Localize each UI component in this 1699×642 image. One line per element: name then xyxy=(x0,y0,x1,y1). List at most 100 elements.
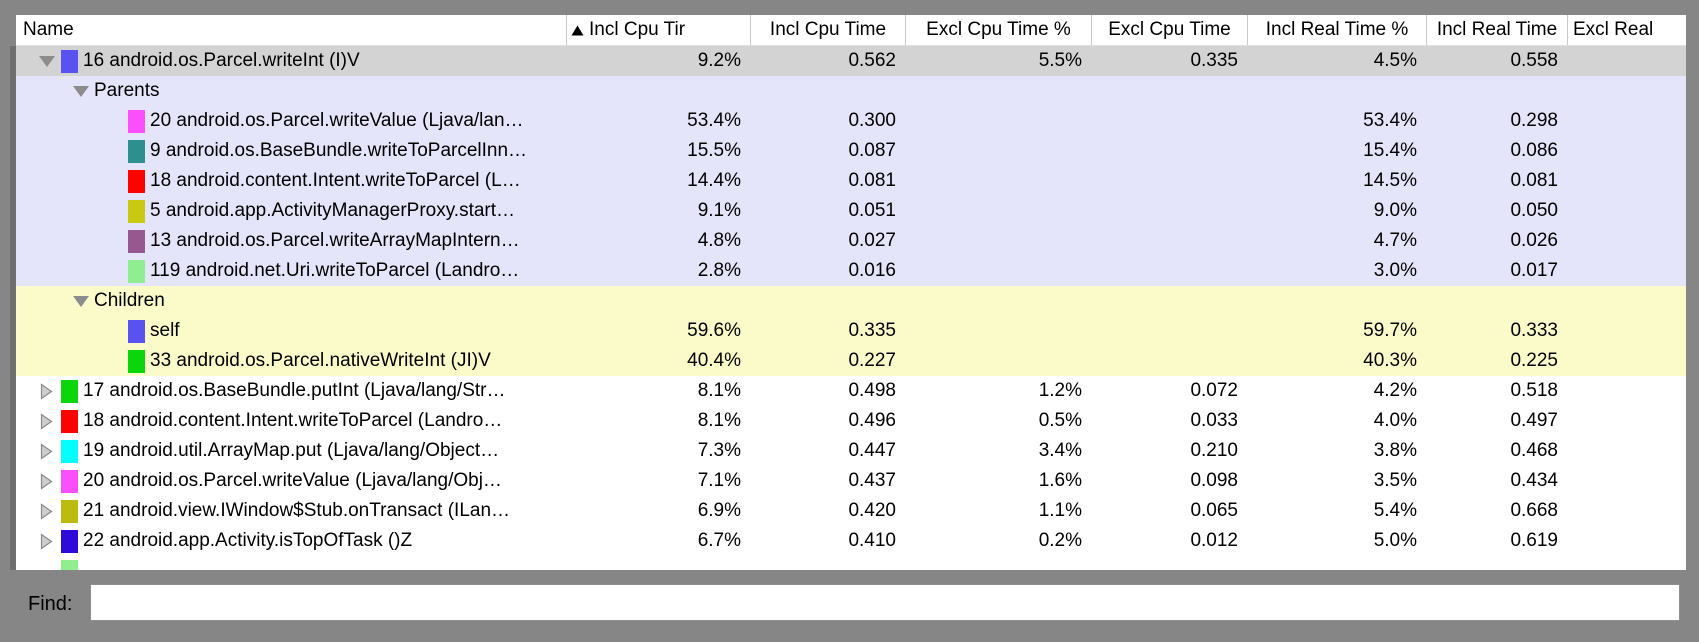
table-row[interactable]: Children xyxy=(16,286,1686,316)
row-name-label: 17 android.os.BaseBundle.putInt (Ljava/l… xyxy=(83,380,506,401)
cell-incl-cpu-time: 0.081 xyxy=(848,170,896,191)
triangle-down-shape xyxy=(72,295,89,307)
row-name-label: 18 android.content.Intent.writeToParcel … xyxy=(83,410,503,431)
table-row[interactable]: 9 android.os.BaseBundle.writeToParcelInn… xyxy=(16,136,1686,166)
row-name-label: 13 android.os.Parcel.writeArrayMapIntern… xyxy=(150,230,520,251)
table-row[interactable]: 20 android.os.Parcel.writeValue (Ljava/l… xyxy=(16,466,1686,496)
expand-triangle-icon[interactable] xyxy=(72,83,89,100)
cell-incl-cpu-time-pct: 6.9% xyxy=(697,500,741,521)
cell-incl-cpu-time-pct: 4.8% xyxy=(697,230,741,251)
cell-incl-real-time: 0.050 xyxy=(1510,200,1558,221)
table-row[interactable]: self 59.6% 0.335 59.7% 0.333 xyxy=(16,316,1686,346)
table-row[interactable]: 18 android.content.Intent.writeToParcel … xyxy=(16,166,1686,196)
color-swatch xyxy=(61,409,78,433)
row-name-label: 20 android.os.Parcel.writeValue (Ljava/l… xyxy=(83,470,502,491)
expand-triangle-icon[interactable] xyxy=(72,293,89,310)
color-swatch xyxy=(128,199,145,223)
table-row[interactable]: 18 android.content.Intent.writeToParcel … xyxy=(16,406,1686,436)
row-name-label: 22 android.app.Activity.isTopOfTask ()Z xyxy=(83,530,413,551)
column-header-incl-cpu-time-pct[interactable]: Incl Cpu Tir xyxy=(567,15,751,45)
row-name-cell: 19 android.util.ArrayMap.put (Ljava/lang… xyxy=(16,436,567,466)
table-row[interactable]: 16 android.os.Parcel.writeInt (I)V 9.2% 0.… xyxy=(16,46,1686,76)
table-row[interactable]: 119 android.net.Uri.writeToParcel (Landr… xyxy=(16,256,1686,286)
cell-incl-real-time: 0.619 xyxy=(1510,530,1558,551)
table-row[interactable]: 33 android.os.Parcel.nativeWriteInt (JI)… xyxy=(16,346,1686,376)
triangle-down-shape xyxy=(38,55,55,67)
column-header-label: Excl Real xyxy=(1573,19,1654,40)
row-name-label: 16 android.os.Parcel.writeInt (I)V xyxy=(83,50,360,71)
cell-excl-cpu-time-pct: 5.5% xyxy=(1038,50,1082,71)
column-header-label: Incl Cpu Time xyxy=(769,19,887,40)
row-name-label: 18 android.content.Intent.writeToParcel … xyxy=(150,170,521,191)
cell-incl-real-time: 0.468 xyxy=(1510,440,1558,461)
table-row[interactable] xyxy=(16,556,1686,570)
triangle-spacer xyxy=(38,556,55,570)
cell-incl-cpu-time: 0.498 xyxy=(848,380,896,401)
sort-ascending-icon xyxy=(571,25,584,35)
cell-excl-cpu-time-pct: 1.1% xyxy=(1038,500,1082,521)
row-name-cell: self xyxy=(16,316,567,346)
expand-triangle-icon[interactable] xyxy=(38,53,55,70)
table-row[interactable]: 13 android.os.Parcel.writeArrayMapIntern… xyxy=(16,226,1686,256)
table-row[interactable]: 22 android.app.Activity.isTopOfTask ()Z 6… xyxy=(16,526,1686,556)
table-row[interactable]: 17 android.os.BaseBundle.putInt (Ljava/l… xyxy=(16,376,1686,406)
collapse-triangle-icon[interactable] xyxy=(38,442,55,460)
row-name-label: 19 android.util.ArrayMap.put (Ljava/lang… xyxy=(83,440,500,461)
cell-incl-real-time: 0.497 xyxy=(1510,410,1558,431)
cell-excl-cpu-time: 0.012 xyxy=(1190,530,1238,551)
cell-incl-real-time: 0.434 xyxy=(1510,470,1558,491)
column-header-label: Incl Real Time % xyxy=(1265,19,1409,40)
cell-incl-real-time-pct: 3.5% xyxy=(1373,470,1417,491)
cell-incl-real-time: 0.026 xyxy=(1510,230,1558,251)
find-input[interactable] xyxy=(90,584,1680,621)
collapse-triangle-icon[interactable] xyxy=(38,472,55,490)
cell-incl-real-time: 0.333 xyxy=(1510,320,1558,341)
row-name-cell: 16 android.os.Parcel.writeInt (I)V xyxy=(16,46,567,76)
cell-incl-cpu-time: 0.410 xyxy=(848,530,896,551)
table-row[interactable]: 19 android.util.ArrayMap.put (Ljava/lang… xyxy=(16,436,1686,466)
row-name-label: 119 android.net.Uri.writeToParcel (Landr… xyxy=(150,260,520,281)
row-name-label: Children xyxy=(94,290,165,311)
color-swatch xyxy=(128,229,145,253)
table-row[interactable]: 5 android.app.ActivityManagerProxy.start… xyxy=(16,196,1686,226)
cell-incl-real-time-pct: 5.0% xyxy=(1373,530,1417,551)
cell-incl-real-time-pct: 14.5% xyxy=(1363,170,1417,191)
column-header-excl-cpu-time-pct[interactable]: Excl Cpu Time % xyxy=(906,15,1092,45)
cell-excl-cpu-time-pct: 1.2% xyxy=(1038,380,1082,401)
cell-excl-cpu-time: 0.098 xyxy=(1190,470,1238,491)
cell-incl-real-time: 0.017 xyxy=(1510,260,1558,281)
collapse-triangle-icon[interactable] xyxy=(38,502,55,520)
color-swatch xyxy=(128,319,145,343)
collapse-triangle-icon[interactable] xyxy=(38,382,55,400)
cell-incl-real-time-pct: 15.4% xyxy=(1363,140,1417,161)
table-row[interactable]: Parents xyxy=(16,76,1686,106)
column-header-excl-cpu-time[interactable]: Excl Cpu Time xyxy=(1092,15,1248,45)
collapse-triangle-icon[interactable] xyxy=(38,412,55,430)
cell-incl-cpu-time-pct: 8.1% xyxy=(697,380,741,401)
column-header-name[interactable]: Name xyxy=(16,15,567,45)
cell-incl-cpu-time: 0.087 xyxy=(848,140,896,161)
cell-incl-real-time-pct: 53.4% xyxy=(1363,110,1417,131)
table-header-row: Name Incl Cpu Tir Incl Cpu Time Excl Cpu… xyxy=(16,15,1686,46)
color-swatch xyxy=(128,169,145,193)
cell-incl-cpu-time-pct: 9.1% xyxy=(697,200,741,221)
row-name-cell: 13 android.os.Parcel.writeArrayMapIntern… xyxy=(16,226,567,256)
column-header-incl-real-time[interactable]: Incl Real Time xyxy=(1427,15,1568,45)
cell-incl-cpu-time: 0.496 xyxy=(848,410,896,431)
column-header-excl-real-time[interactable]: Excl Real xyxy=(1568,15,1686,45)
cell-incl-real-time: 0.225 xyxy=(1510,350,1558,371)
cell-incl-real-time-pct: 9.0% xyxy=(1373,200,1417,221)
column-header-incl-real-time-pct[interactable]: Incl Real Time % xyxy=(1248,15,1427,45)
table-row[interactable]: 21 android.view.IWindow$Stub.onTransact … xyxy=(16,496,1686,526)
collapse-triangle-icon[interactable] xyxy=(38,532,55,550)
table-row[interactable]: 20 android.os.Parcel.writeValue (Ljava/l… xyxy=(16,106,1686,136)
cell-incl-real-time: 0.668 xyxy=(1510,500,1558,521)
column-header-incl-cpu-time[interactable]: Incl Cpu Time xyxy=(751,15,906,45)
cell-incl-real-time-pct: 3.8% xyxy=(1373,440,1417,461)
cell-excl-cpu-time: 0.065 xyxy=(1190,500,1238,521)
cell-incl-real-time-pct: 59.7% xyxy=(1363,320,1417,341)
row-name-cell: 33 android.os.Parcel.nativeWriteInt (JI)… xyxy=(16,346,567,376)
table-body: 16 android.os.Parcel.writeInt (I)V 9.2% 0.… xyxy=(16,46,1686,570)
cell-incl-cpu-time: 0.335 xyxy=(848,320,896,341)
row-name-cell: 9 android.os.BaseBundle.writeToParcelInn… xyxy=(16,136,567,166)
